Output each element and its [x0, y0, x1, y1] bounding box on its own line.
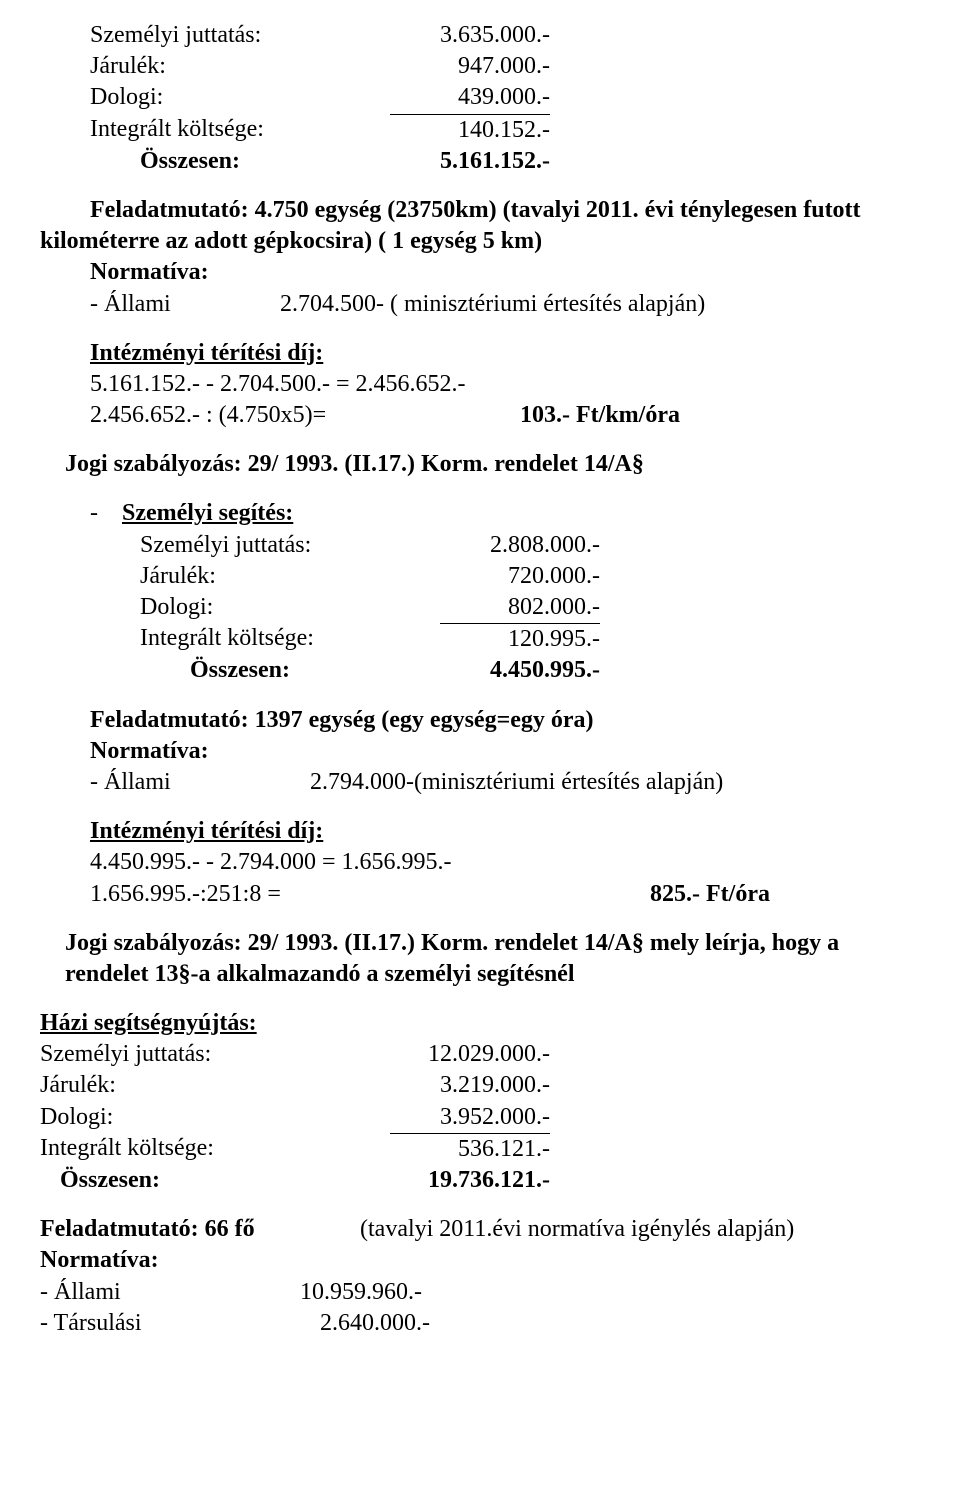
- allami-value: 2.794.000-(minisztériumi értesítés alapj…: [310, 767, 723, 798]
- allami-line: - Állami 10.959.960.-: [40, 1277, 920, 1308]
- calc-line: 4.450.995.- - 2.794.000 = 1.656.995.-: [40, 847, 920, 878]
- row-label: Személyi juttatás:: [40, 1039, 390, 1070]
- jogi-text: Jogi szabályozás: 29/ 1993. (II.17.) Kor…: [40, 928, 920, 990]
- row-value: 3.952.000.-: [390, 1102, 550, 1133]
- allami-line: - Állami 2.704.500- ( minisztériumi érte…: [40, 289, 920, 320]
- normativa-label: Normatíva:: [40, 736, 920, 767]
- calc-result-row: 1.656.995.-:251:8 = 825.- Ft/óra: [40, 879, 920, 910]
- section-b-title: Személyi segítés:: [122, 500, 293, 526]
- row-label: Járulék:: [40, 1070, 390, 1101]
- allami-label: - Állami: [90, 767, 310, 798]
- table-row: Dologi: 3.952.000.-: [40, 1102, 920, 1133]
- table-row: Járulék: 947.000.-: [40, 51, 920, 82]
- section-a: Személyi juttatás: 3.635.000.- Járulék: …: [40, 20, 920, 431]
- table-row: Dologi: 439.000.-: [40, 82, 920, 113]
- row-label: Integrált költsége:: [90, 114, 390, 146]
- normativa-label: Normatíva:: [40, 1245, 920, 1276]
- feladat-label: Feladatmutató: 66 fő: [40, 1214, 360, 1245]
- table-row: Járulék: 720.000.-: [40, 561, 920, 592]
- allami-line: - Állami 2.794.000-(minisztériumi értesí…: [40, 767, 920, 798]
- total-value: 19.736.121.-: [390, 1165, 550, 1196]
- table-row: Integrált költsége: 140.152.-: [40, 114, 920, 146]
- total-label: Összesen:: [140, 655, 440, 686]
- table-row: Dologi: 802.000.-: [40, 592, 920, 623]
- document-page: Személyi juttatás: 3.635.000.- Járulék: …: [0, 0, 960, 1379]
- normativa-label: Normatíva:: [40, 257, 920, 288]
- table-row: Járulék: 3.219.000.-: [40, 1070, 920, 1101]
- section-c-title: Házi segítségnyújtás:: [40, 1008, 920, 1039]
- row-value: 3.219.000.-: [390, 1070, 550, 1101]
- tarsulasi-label: - Társulási: [40, 1308, 320, 1339]
- row-value: 3.635.000.-: [390, 20, 550, 51]
- row-value: 536.121.-: [390, 1133, 550, 1165]
- terites-label: Intézményi térítési díj:: [40, 816, 920, 847]
- calc-result: 103.- Ft/km/óra: [520, 400, 680, 431]
- row-value: 12.029.000.-: [390, 1039, 550, 1070]
- total-row: Összesen: 19.736.121.-: [40, 1165, 920, 1196]
- allami-label: - Állami: [90, 289, 280, 320]
- row-label: Járulék:: [140, 561, 440, 592]
- feladat-row: Feladatmutató: 66 fő (tavalyi 2011.évi n…: [40, 1214, 920, 1245]
- row-value: 2.808.000.-: [440, 530, 600, 561]
- calc-result-row: 2.456.652.- : (4.750x5)= 103.- Ft/km/óra: [40, 400, 920, 431]
- row-label: Járulék:: [90, 51, 390, 82]
- allami-value: 10.959.960.-: [300, 1277, 422, 1308]
- section-c: Jogi szabályozás: 29/ 1993. (II.17.) Kor…: [40, 928, 920, 1339]
- feladat-text: Feladatmutató: 4.750 egység (23750km) (t…: [40, 195, 920, 257]
- row-label: Személyi juttatás:: [140, 530, 440, 561]
- calc-line: 5.161.152.- - 2.704.500.- = 2.456.652.-: [40, 369, 920, 400]
- row-value: 720.000.-: [440, 561, 600, 592]
- terites-label: Intézményi térítési díj:: [40, 338, 920, 369]
- calc-result: 825.- Ft/óra: [650, 879, 770, 910]
- feladat-text: Feladatmutató: 1397 egység (egy egység=e…: [40, 705, 920, 736]
- calc-left: 1.656.995.-:251:8 =: [90, 879, 650, 910]
- allami-value: 2.704.500- ( minisztériumi értesítés ala…: [280, 289, 705, 320]
- row-label: Személyi juttatás:: [90, 20, 390, 51]
- bullet: -: [90, 498, 116, 529]
- row-label: Dologi:: [140, 592, 440, 623]
- feladat-note: (tavalyi 2011.évi normatíva igénylés ala…: [360, 1214, 794, 1245]
- total-label: Összesen:: [40, 1165, 390, 1196]
- jogi-text: Jogi szabályozás: 29/ 1993. (II.17.) Kor…: [40, 449, 920, 480]
- table-row: Személyi juttatás: 2.808.000.-: [40, 530, 920, 561]
- tarsulasi-line: - Társulási 2.640.000.-: [40, 1308, 920, 1339]
- row-label: Integrált költsége:: [140, 623, 440, 655]
- table-row: Személyi juttatás: 3.635.000.-: [40, 20, 920, 51]
- row-label: Integrált költsége:: [40, 1133, 390, 1165]
- table-row: Személyi juttatás: 12.029.000.-: [40, 1039, 920, 1070]
- row-value: 439.000.-: [390, 82, 550, 113]
- total-value: 5.161.152.-: [390, 146, 550, 177]
- allami-label: - Állami: [40, 1277, 300, 1308]
- row-value: 802.000.-: [440, 592, 600, 623]
- row-value: 947.000.-: [390, 51, 550, 82]
- row-label: Dologi:: [90, 82, 390, 113]
- calc-left: 2.456.652.- : (4.750x5)=: [90, 400, 520, 431]
- section-b-header: - Személyi segítés:: [40, 498, 920, 529]
- row-value: 120.995.-: [440, 623, 600, 655]
- table-row: Integrált költsége: 120.995.-: [40, 623, 920, 655]
- total-row: Összesen: 5.161.152.-: [40, 146, 920, 177]
- row-value: 140.152.-: [390, 114, 550, 146]
- total-label: Összesen:: [90, 146, 390, 177]
- tarsulasi-value: 2.640.000.-: [320, 1308, 430, 1339]
- total-value: 4.450.995.-: [440, 655, 600, 686]
- table-row: Integrált költsége: 536.121.-: [40, 1133, 920, 1165]
- total-row: Összesen: 4.450.995.-: [40, 655, 920, 686]
- feladat-line: Feladatmutató: 4.750 egység (23750km) (t…: [40, 197, 861, 254]
- section-b: Jogi szabályozás: 29/ 1993. (II.17.) Kor…: [40, 449, 920, 909]
- row-label: Dologi:: [40, 1102, 390, 1133]
